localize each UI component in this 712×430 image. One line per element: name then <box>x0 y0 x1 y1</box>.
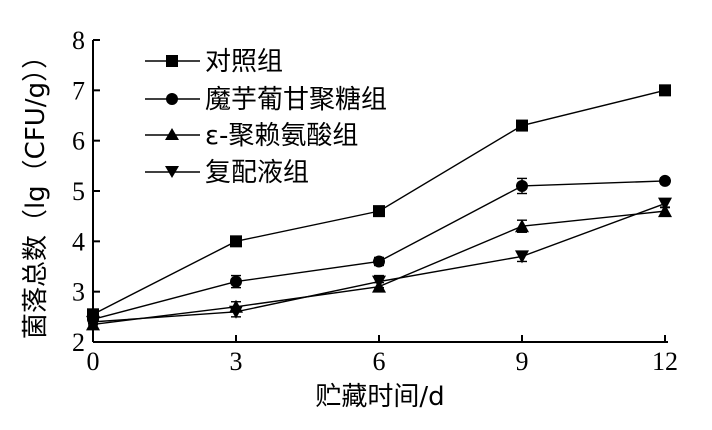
triangle-down-marker <box>372 275 386 289</box>
legend-label: 对照组 <box>205 47 283 77</box>
triangle-down-marker <box>229 305 243 319</box>
legend-label: 复配液组 <box>205 158 309 188</box>
legend-item-control: 对照组 <box>145 47 283 77</box>
series-group <box>86 84 672 331</box>
series-4 <box>86 197 672 329</box>
circle-marker <box>373 255 385 268</box>
x-tick-label: 6 <box>373 347 386 376</box>
x-tick-label: 9 <box>516 347 529 376</box>
legend-square-marker <box>166 55 178 67</box>
legend-item-polylysine: ε-聚赖氨酸组 <box>145 121 358 151</box>
square-marker <box>230 235 242 248</box>
x-tick-label: 0 <box>87 347 100 376</box>
triangle-up-marker <box>515 219 529 233</box>
series-line <box>92 210 666 326</box>
x-tick-label: 3 <box>230 347 243 376</box>
y-tick-label: 5 <box>72 177 85 206</box>
legend-triangle-up-marker <box>165 128 179 140</box>
square-marker <box>373 205 385 218</box>
legend-label: ε-聚赖氨酸组 <box>205 121 358 151</box>
y-tick-label: 7 <box>72 76 85 105</box>
x-axis-title: 贮藏时间/d <box>315 382 444 412</box>
legend-triangle-down-marker <box>165 166 179 178</box>
legend: 对照组 魔芋葡甘聚糖组 ε-聚赖氨酸组 复配液组 <box>145 47 387 188</box>
square-marker <box>659 84 671 97</box>
triangle-down-marker <box>658 197 672 211</box>
series-line <box>92 180 666 321</box>
legend-circle-marker <box>166 93 178 105</box>
legend-item-compound: 复配液组 <box>145 158 309 188</box>
triangle-down-marker <box>86 315 100 329</box>
series-2 <box>87 174 671 326</box>
square-marker <box>516 119 528 132</box>
circle-marker <box>516 179 528 192</box>
y-axis-title: 菌落总数（lg（CFU/g）） <box>21 43 51 339</box>
legend-item-kgm: 魔芋葡甘聚糖组 <box>145 85 387 115</box>
y-tick-label: 2 <box>72 328 85 357</box>
y-tick-label: 6 <box>72 127 85 156</box>
circle-marker <box>230 275 242 288</box>
circle-marker <box>659 174 671 187</box>
legend-label: 魔芋葡甘聚糖组 <box>205 85 387 115</box>
y-tick-label: 8 <box>72 26 85 55</box>
triangle-up-marker <box>658 204 672 218</box>
axis-ticks: 0 3 6 9 12 2 3 4 5 6 7 8 <box>72 26 678 376</box>
x-tick-label: 12 <box>652 347 678 376</box>
triangle-down-marker <box>515 250 529 264</box>
y-tick-label: 4 <box>72 227 85 256</box>
y-tick-label: 3 <box>72 278 85 307</box>
